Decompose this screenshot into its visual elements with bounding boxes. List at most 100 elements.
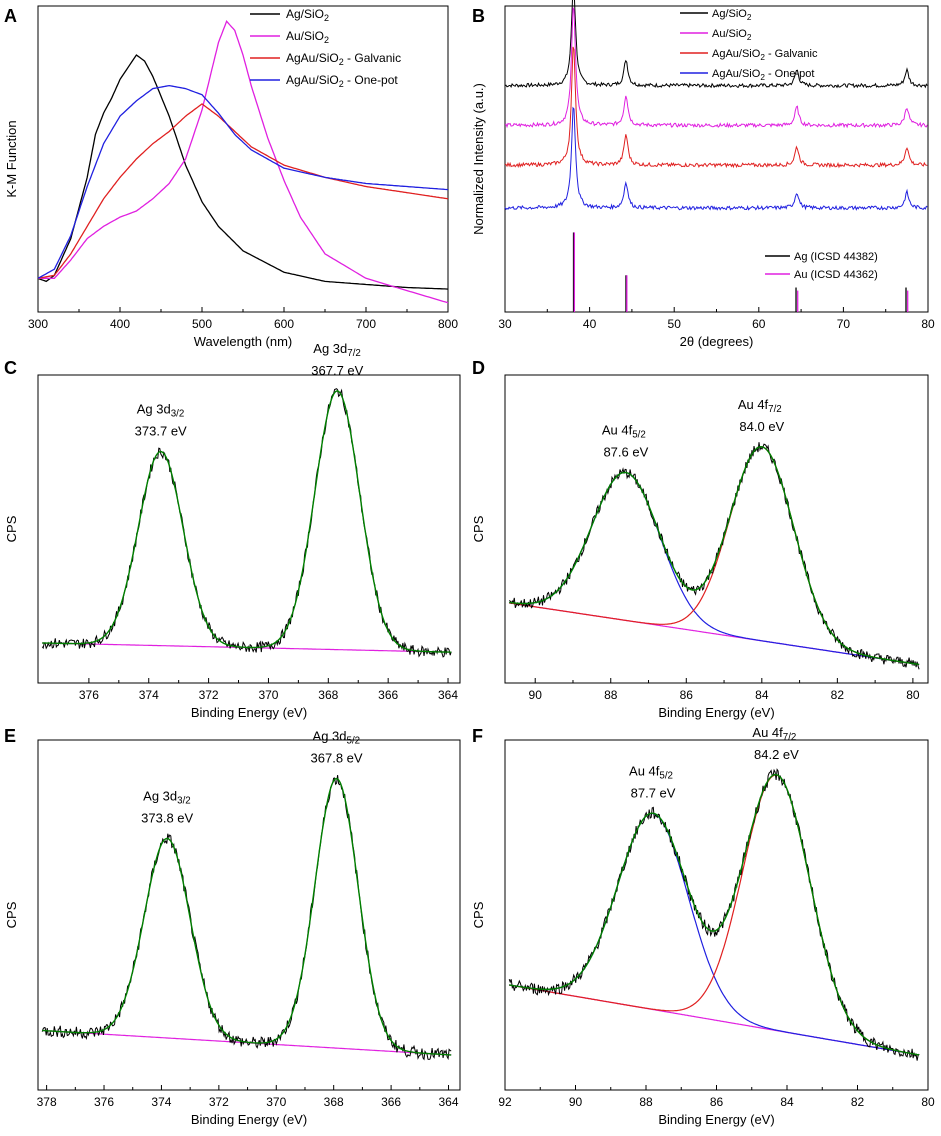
- x-tick-label-B: 50: [668, 317, 682, 331]
- reference-label-B-0: Ag (ICSD 44382): [794, 251, 878, 263]
- peak-energy-E-1: 367.8 eV: [311, 751, 363, 766]
- x-tick-label-E: 364: [439, 1095, 459, 1109]
- legend-label-A-2-sub: 2: [339, 57, 344, 67]
- peak-energy-D-1: 84.0 eV: [739, 419, 784, 434]
- legend-label-B-1-sub: 2: [747, 33, 752, 42]
- legend-label-A-0-sub: 2: [324, 13, 329, 23]
- x-tick-label-D: 90: [529, 688, 543, 702]
- y-axis-title-C: CPS: [4, 515, 19, 542]
- x-axis-title-F: Binding Energy (eV): [658, 1112, 774, 1127]
- legend-label-A-2: AgAu/SiO2 - Galvanic: [286, 51, 401, 67]
- legend-label-A-3-main: AgAu/SiO: [286, 73, 339, 87]
- x-tick-label-A: 300: [28, 317, 48, 331]
- y-axis-title-E: CPS: [4, 901, 19, 928]
- legend-label-A-3: AgAu/SiO2 - One-pot: [286, 73, 398, 89]
- peak-label-C-0: Ag 3d3/2: [137, 402, 185, 420]
- legend-label-B-2-main: AgAu/SiO: [712, 48, 761, 60]
- x-tick-label-C: 372: [199, 688, 219, 702]
- legend-label-B-3-sub: 2: [760, 73, 765, 82]
- fit-line-D: [509, 445, 920, 666]
- panel-b: 30 40 50 60 70 80 2θ (degrees) Normalized Inten…: [471, 0, 935, 349]
- peak-label-F-0-sub: 5/2: [659, 771, 673, 782]
- peak-label-F-0: Au 4f5/2: [629, 764, 673, 782]
- x-tick-label-F: 80: [921, 1095, 935, 1109]
- peak-label-F-1-sub: 7/2: [783, 732, 797, 743]
- x-tick-label-F: 90: [569, 1095, 583, 1109]
- x-axis-title-B: 2θ (degrees): [680, 334, 754, 349]
- component-line-D-1: [509, 446, 920, 666]
- x-tick-label-D: 86: [680, 688, 694, 702]
- legend-label-B-2-sub: 2: [760, 53, 765, 62]
- peak-energy-D-0: 87.6 eV: [603, 445, 648, 460]
- y-axis-title-F: CPS: [471, 901, 486, 928]
- x-tick-label-C: 370: [258, 688, 278, 702]
- x-tick-label-A: 500: [192, 317, 212, 331]
- peak-label-E-0-sub: 3/2: [177, 795, 191, 806]
- x-tick-label-B: 80: [921, 317, 935, 331]
- x-tick-label-F: 82: [851, 1095, 865, 1109]
- peak-label-E-1: Ag 3d5/2: [313, 729, 361, 747]
- raw-data-line-E: [41, 774, 452, 1061]
- peak-energy-F-1: 84.2 eV: [754, 747, 799, 762]
- x-tick-label-F: 92: [498, 1095, 512, 1109]
- panel-e: 378 376 374 372 370 368 366 364 Binding Energy (…: [4, 726, 461, 1127]
- panel-c: 376 374 372 370 368 366 364 Binding Energy (eV)…: [4, 341, 461, 720]
- peak-label-D-0: Au 4f5/2: [602, 423, 646, 441]
- plot-frame-D: [504, 374, 929, 684]
- peak-label-C-1: Ag 3d7/2: [313, 341, 361, 359]
- peak-label-D-0-main: Au 4f: [602, 423, 633, 438]
- legend-label-A-3-sub: 2: [339, 79, 344, 89]
- peak-label-C-1-main: Ag 3d: [313, 341, 347, 356]
- peak-label-D-1-sub: 7/2: [768, 404, 782, 415]
- series-line-A-1: [38, 20, 449, 304]
- x-tick-label-A: 700: [356, 317, 376, 331]
- legend-label-A-0: Ag/SiO2: [286, 7, 329, 23]
- x-tick-label-E: 366: [381, 1095, 401, 1109]
- y-axis-title-B: Normalized Intensity (a.u.): [471, 83, 486, 235]
- reference-label-B-1: Au (ICSD 44362): [794, 269, 878, 281]
- x-tick-label-B: 40: [583, 317, 597, 331]
- panel-letter-E: E: [4, 726, 16, 746]
- series-line-B-0: [504, 0, 928, 89]
- x-axis-title-D: Binding Energy (eV): [658, 705, 774, 720]
- legend-label-A-1-main: Au/SiO: [286, 29, 324, 43]
- peak-label-E-0-main: Ag 3d: [143, 788, 177, 803]
- x-tick-label-A: 800: [438, 317, 458, 331]
- x-axis-title-E: Binding Energy (eV): [191, 1112, 307, 1127]
- series-line-B-2: [504, 46, 928, 169]
- legend-label-A-0-main: Ag/SiO: [286, 7, 324, 21]
- x-tick-label-A: 400: [110, 317, 130, 331]
- x-tick-label-F: 88: [639, 1095, 653, 1109]
- legend-label-B-0-main: Ag/SiO: [712, 8, 747, 20]
- peak-label-C-0-sub: 3/2: [171, 409, 185, 420]
- x-tick-label-D: 84: [755, 688, 769, 702]
- legend-label-B-2-tail: - Galvanic: [765, 48, 818, 60]
- x-tick-label-F: 84: [780, 1095, 794, 1109]
- panel-d: 90 88 86 84 82 80 Binding Energy (eV) CPS D Au 4f…: [471, 358, 929, 720]
- y-axis-title-A: K-M Function: [4, 120, 19, 197]
- legend-label-B-1-main: Au/SiO: [712, 28, 747, 40]
- x-tick-label-B: 70: [837, 317, 851, 331]
- x-tick-label-F: 86: [710, 1095, 724, 1109]
- peak-label-F-0-main: Au 4f: [629, 764, 660, 779]
- component-line-F-1: [509, 774, 920, 1056]
- peak-energy-F-0: 87.7 eV: [631, 786, 676, 801]
- legend-label-B-0: Ag/SiO2: [712, 8, 752, 22]
- x-axis-title-A: Wavelength (nm): [194, 334, 293, 349]
- fit-line-E: [42, 777, 452, 1056]
- x-tick-label-E: 368: [324, 1095, 344, 1109]
- peak-energy-C-0: 373.7 eV: [135, 424, 187, 439]
- x-tick-label-D: 80: [906, 688, 920, 702]
- legend-label-B-3: AgAu/SiO2 - One-pot: [712, 68, 814, 82]
- series-line-A-3: [37, 84, 449, 279]
- panel-letter-C: C: [4, 358, 17, 378]
- x-axis-title-C: Binding Energy (eV): [191, 705, 307, 720]
- legend-label-A-1-sub: 2: [324, 35, 329, 45]
- panel-a: 300 400 500 600 700 800 Wavelength (nm) K-M Fun…: [4, 5, 458, 349]
- x-tick-label-C: 364: [438, 688, 458, 702]
- fit-line-C: [42, 390, 452, 653]
- series-line-B-3: [504, 106, 928, 211]
- peak-label-C-1-sub: 7/2: [347, 348, 361, 359]
- x-tick-label-E: 374: [151, 1095, 171, 1109]
